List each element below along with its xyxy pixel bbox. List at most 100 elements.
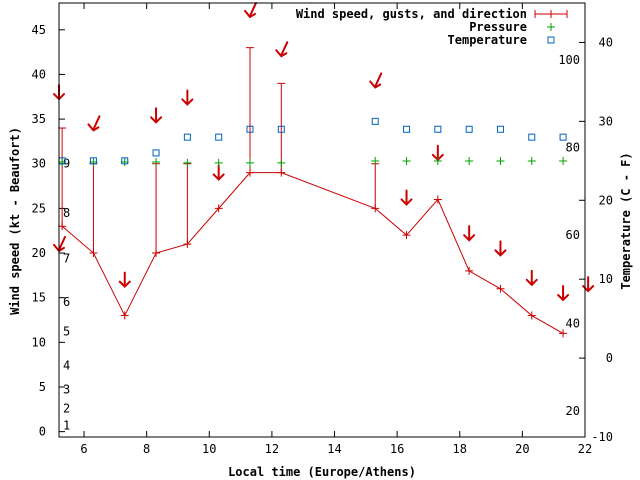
- fahrenheit-tick-label: 80: [566, 140, 580, 154]
- x-tick-label: 22: [578, 442, 592, 456]
- y-tick-label: 0: [39, 425, 46, 439]
- x-tick-label: 12: [265, 442, 279, 456]
- pressure-point: [371, 157, 380, 166]
- wind-direction-arrow: [118, 271, 131, 289]
- x-axis-label: Local time (Europe/Athens): [228, 465, 416, 479]
- pressure-point: [214, 158, 223, 167]
- legend-key-pressure: [547, 23, 555, 31]
- wind-direction-arrow: [494, 240, 507, 257]
- wind-direction-arrow: [463, 225, 476, 242]
- wind-direction-arrow: [87, 115, 101, 132]
- wind-direction-arrow: [181, 89, 194, 106]
- x-tick-label: 14: [327, 442, 341, 456]
- wind-direction-arrow: [400, 189, 413, 206]
- temperature-point: [403, 125, 411, 133]
- beaufort-scale: 1 2 3 4 5 6 7 8 9: [63, 157, 70, 433]
- beaufort-tick-label: 1: [63, 418, 70, 432]
- y2-tick-label: 10: [599, 272, 613, 286]
- wind-speed-point: [402, 231, 411, 240]
- temperature-point: [496, 125, 504, 133]
- temperature-point: [215, 133, 223, 141]
- temperature-point: [121, 157, 129, 165]
- wind-speed-point: [465, 266, 474, 275]
- y2-tick-label: 0: [606, 351, 613, 365]
- x-tick-label: 8: [143, 442, 150, 456]
- beaufort-tick-label: 8: [63, 206, 70, 220]
- temperature-point: [183, 133, 191, 141]
- wind-direction-arrow: [525, 269, 538, 287]
- legend: Wind speed, gusts, and direction Pressur…: [296, 7, 568, 47]
- x-tick-label: 16: [390, 442, 404, 456]
- pressure-point: [496, 157, 505, 166]
- y-tick-label: 20: [32, 246, 46, 260]
- temperature-point: [465, 125, 473, 133]
- plot-area: [53, 1, 595, 338]
- x-tick-label: 10: [202, 442, 216, 456]
- wind-speed-point: [245, 168, 254, 177]
- pressure-point: [465, 157, 474, 166]
- temperature-point: [246, 125, 254, 133]
- wind-speed-point: [152, 249, 161, 258]
- x-tick-label: 20: [515, 442, 529, 456]
- legend-label-wind: Wind speed, gusts, and direction: [296, 7, 527, 21]
- wind-direction-arrow: [243, 1, 257, 19]
- wind-speed-point: [371, 204, 380, 213]
- y2-tick-label: -10: [591, 430, 613, 444]
- pressure-point: [152, 157, 161, 166]
- y-tick-label: 35: [32, 112, 46, 126]
- beaufort-tick-label: 3: [63, 383, 70, 397]
- temperature-point: [371, 117, 379, 125]
- wind-speed-point: [214, 204, 223, 213]
- wind-speed-point: [183, 240, 192, 249]
- fahrenheit-tick-label: 20: [566, 404, 580, 418]
- wind-speed-point: [277, 168, 286, 177]
- y-tick-label: 40: [32, 67, 46, 81]
- y2-tick-label: 40: [599, 35, 613, 49]
- pressure-point: [277, 158, 286, 167]
- wind-direction-arrow: [212, 164, 225, 181]
- fahrenheit-tick-label: 100: [558, 53, 580, 67]
- legend-label-pressure: Pressure: [469, 20, 527, 34]
- temperature-point: [152, 149, 160, 157]
- pressure-point: [527, 157, 536, 166]
- pressure-point: [433, 157, 442, 166]
- tick-marks: 6 8 10 12 14 16 18 20 22051015202530354045-10010…: [32, 3, 613, 456]
- pressure-point: [402, 157, 411, 166]
- y2-tick-label: 30: [599, 114, 613, 128]
- pressure-point: [559, 157, 568, 166]
- y-tick-label: 10: [32, 335, 46, 349]
- fahrenheit-tick-label: 40: [566, 316, 580, 330]
- wind-speed-point: [120, 311, 129, 320]
- pressure-point: [245, 158, 254, 167]
- pressure-point: [183, 158, 192, 167]
- y2-tick-label: 20: [599, 193, 613, 207]
- x-tick-label: 18: [453, 442, 467, 456]
- wind-direction-arrow: [557, 285, 570, 302]
- fahrenheit-scale: 20 40 60 80 100: [558, 53, 580, 418]
- y-tick-label: 45: [32, 23, 46, 37]
- beaufort-tick-label: 4: [63, 359, 70, 373]
- wind-direction-arrow: [150, 107, 163, 124]
- y2-axis-label: Temperature (C - F): [619, 152, 633, 289]
- wind-direction-arrow: [275, 41, 289, 58]
- beaufort-tick-label: 5: [63, 325, 70, 339]
- y-tick-label: 5: [39, 380, 46, 394]
- beaufort-tick-label: 6: [63, 295, 70, 309]
- legend-key-temperature: [547, 36, 555, 44]
- temperature-point: [559, 133, 567, 141]
- wind-speed-point: [527, 311, 536, 320]
- wind-speed-line: [61, 172, 564, 334]
- wind-speed-point: [433, 195, 442, 204]
- temperature-point: [89, 157, 97, 165]
- y-tick-label: 30: [32, 157, 46, 171]
- y-axis-label: Wind speed (kt - Beaufort): [8, 127, 22, 315]
- beaufort-tick-label: 7: [63, 251, 70, 265]
- legend-label-temperature: Temperature: [448, 33, 527, 47]
- x-tick-label: 6: [80, 442, 87, 456]
- wind-speed-point: [89, 249, 98, 258]
- y-tick-label: 15: [32, 291, 46, 305]
- temperature-point: [434, 125, 442, 133]
- beaufort-tick-label: 2: [63, 401, 70, 415]
- wind-speed-point: [496, 284, 505, 293]
